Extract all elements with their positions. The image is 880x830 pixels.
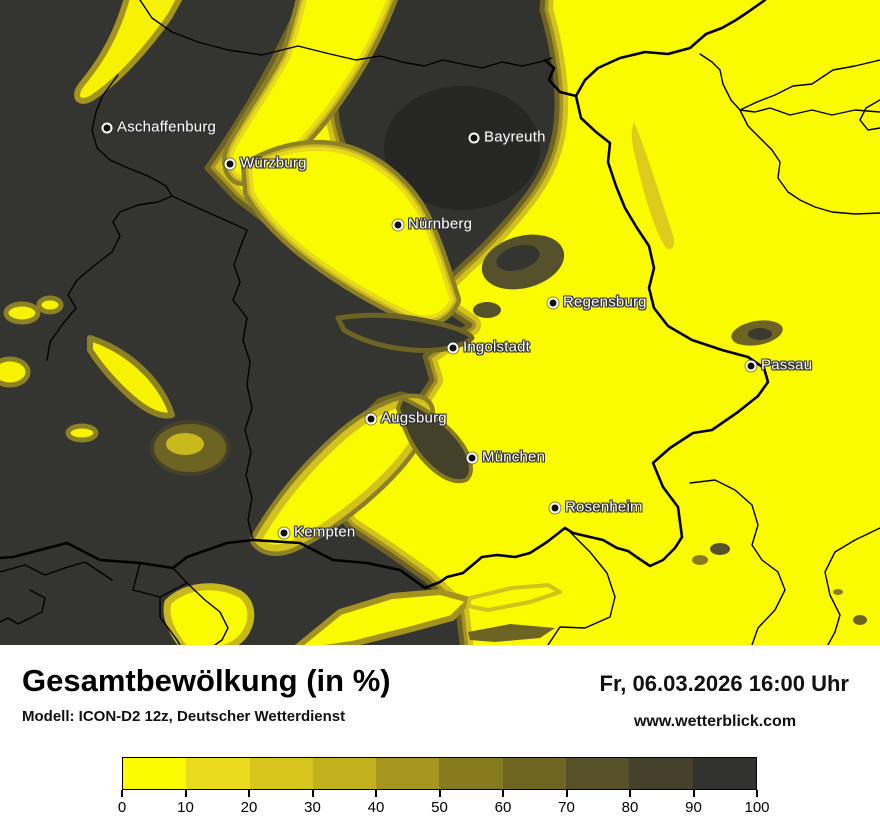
legend-tick-mark-100: [756, 790, 758, 797]
city-marker-ingolstadt: [447, 342, 459, 354]
legend-segment-9: [692, 758, 756, 789]
clear-streaks-west: [0, 0, 230, 476]
city-marker-n-rnberg: [392, 219, 404, 231]
model-info: Modell: ICON-D2 12z, Deutscher Wetterdie…: [22, 708, 346, 725]
legend-tick-mark-50: [438, 790, 441, 797]
city-label-w-rzburg: Würzburg: [240, 154, 307, 172]
city-marker-aschaffenburg: [101, 122, 113, 134]
legend-segment-2: [249, 758, 313, 789]
legend-tick-label-70: 70: [558, 799, 575, 816]
city-label-n-rnberg: Nürnberg: [408, 215, 473, 233]
legend-tick-label-100: 100: [744, 799, 770, 816]
cloud-cover-map-graphic: [0, 0, 880, 645]
city-marker-regensburg: [547, 297, 559, 309]
city-marker-augsburg: [365, 413, 377, 425]
border-main: [0, 0, 770, 590]
legend-tick-label-60: 60: [494, 799, 512, 816]
city-label-regensburg: Regensburg: [563, 293, 647, 311]
legend-tick-mark-40: [375, 790, 377, 797]
cloud-core-bayreuth: [384, 86, 540, 210]
city-marker-layer: Aschaffenburg Würzburg Bayreuth Nürnberg Reg…: [101, 118, 813, 541]
legend-tick-label-80: 80: [621, 799, 639, 816]
clear-band-wuerzburg: [222, 0, 398, 187]
clear-pockets-south: [163, 583, 562, 645]
legend-segment-5: [439, 758, 503, 789]
legend-tick-label-40: 40: [367, 799, 385, 816]
legend-tick-mark-30: [311, 790, 314, 797]
legend-tick-mark-20: [248, 790, 250, 797]
legend-tick-label-10: 10: [177, 799, 194, 816]
cloud-cover-legend: 0 10 20 30 40 50 60 70 80 90 100: [118, 757, 770, 820]
city-label-aschaffenburg: Aschaffenburg: [117, 118, 217, 136]
legend-tick-mark-0: [121, 790, 123, 797]
cloud-regions: [0, 0, 867, 645]
legend-segment-3: [312, 758, 377, 789]
legend-tick-label-90: 90: [685, 799, 702, 816]
city-label-kempten: Kempten: [294, 523, 356, 541]
legend-color-bar: [122, 757, 757, 790]
page-title: Gesamtbewölkung (in %): [22, 663, 391, 698]
city-label-m-nchen: München: [482, 448, 546, 466]
legend-segment-8: [629, 758, 693, 789]
city-label-bayreuth: Bayreuth: [484, 128, 546, 146]
cloud-region-west: [0, 0, 481, 645]
city-marker-bayreuth: [468, 132, 480, 144]
legend-tick-label-30: 30: [304, 799, 321, 816]
border-secondary: [0, 0, 880, 645]
city-label-passau: Passau: [761, 356, 813, 374]
state-borders: [0, 0, 880, 645]
legend-segment-4: [376, 758, 440, 789]
clear-pool-franconia: [241, 139, 461, 327]
legend-tick-label-20: 20: [240, 799, 258, 816]
city-marker-passau: [745, 360, 757, 372]
legend-tick-mark-60: [502, 790, 504, 797]
legend-tick-label-50: 50: [431, 799, 448, 816]
city-marker-rosenheim: [549, 502, 561, 514]
city-label-ingolstadt: Ingolstadt: [463, 338, 531, 356]
city-label-augsburg: Augsburg: [381, 409, 447, 427]
legend-tick-row: 0 10 20 30 40 50 60 70 80 90 100: [118, 790, 770, 820]
city-marker-kempten: [278, 527, 290, 539]
city-label-rosenheim: Rosenheim: [565, 498, 643, 516]
city-marker-m-nchen: [466, 452, 478, 464]
legend-tick-mark-70: [565, 790, 568, 797]
website-url: www.wetterblick.com: [633, 713, 797, 730]
cloud-cover-map: Aschaffenburg Würzburg Bayreuth Nürnberg Reg…: [0, 0, 880, 645]
legend-segment-1: [186, 758, 250, 789]
info-panel: Gesamtbewölkung (in %) Modell: ICON-D2 1…: [0, 645, 880, 830]
legend-tick-mark-10: [184, 790, 187, 797]
forecast-datetime: Fr, 06.03.2026 16:00 Uhr: [599, 671, 850, 696]
legend-tick-mark-90: [692, 790, 695, 797]
city-marker-w-rzburg: [224, 158, 236, 170]
legend-tick-mark-80: [629, 790, 631, 797]
cloud-smudges-east: [335, 122, 867, 642]
legend-segment-7: [566, 758, 630, 789]
legend-segment-6: [502, 758, 567, 789]
legend-segment-0: [123, 758, 187, 789]
legend-tick-label-0: 0: [117, 799, 127, 816]
